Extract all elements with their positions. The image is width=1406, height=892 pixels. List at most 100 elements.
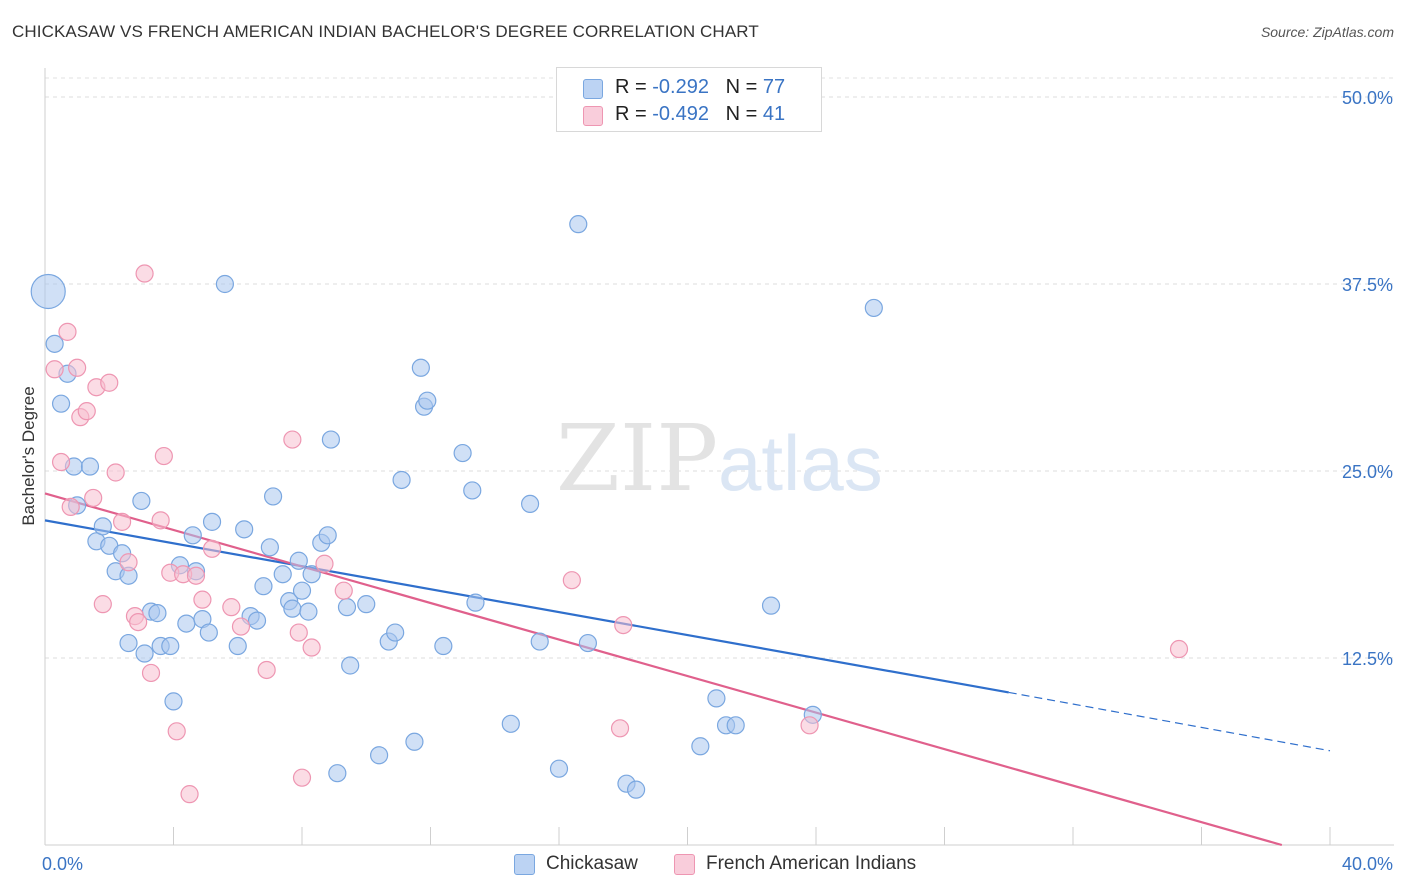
point-chickasaw (302, 565, 321, 584)
point-chickasaw (386, 623, 405, 642)
legend-r-value: -0.492 (652, 103, 709, 125)
legend-r-label: R = (615, 103, 653, 125)
trend-lines (44, 492, 1331, 847)
chart-title: CHICKASAW VS FRENCH AMERICAN INDIAN BACH… (12, 22, 759, 41)
point-chickasaw (864, 298, 883, 318)
point-chickasaw (283, 599, 302, 618)
point-french-american-indians (289, 623, 308, 642)
point-chickasaw (299, 602, 318, 621)
point-french-american-indians (1169, 639, 1189, 659)
series-legend-label: Chickasaw (546, 853, 638, 874)
point-french-american-indians (614, 615, 633, 635)
point-french-american-indians (84, 488, 103, 508)
series-legend-swatch-blue (514, 854, 535, 875)
point-french-american-indians (562, 571, 581, 590)
point-chickasaw (341, 656, 360, 675)
point-french-american-indians (186, 566, 206, 585)
point-chickasaw (411, 358, 430, 377)
legend-n-label: N = (725, 103, 763, 125)
point-french-american-indians (129, 612, 148, 632)
x-tick-label-max: 40.0% (1342, 854, 1393, 874)
point-chickasaw (260, 538, 279, 557)
point-chickasaw (132, 491, 151, 511)
point-chickasaw (418, 391, 437, 410)
point-french-american-indians (141, 663, 161, 683)
point-chickasaw (80, 457, 100, 476)
point-chickasaw (202, 512, 222, 531)
point-chickasaw (370, 746, 389, 765)
point-chickasaw (549, 759, 569, 778)
point-french-american-indians (119, 553, 138, 572)
point-chickasaw (183, 526, 202, 545)
y-tick-label: 25.0% (1342, 462, 1393, 482)
point-chickasaw (726, 716, 745, 735)
point-chickasaw (337, 598, 357, 617)
y-axis-label: Bachelor's Degree (19, 386, 38, 525)
point-french-american-indians (135, 264, 154, 283)
y-tick-label: 12.5% (1342, 649, 1393, 669)
point-chickasaw (707, 689, 726, 708)
point-chickasaw (263, 487, 283, 506)
point-french-american-indians (800, 716, 819, 735)
legend-swatch-pink (583, 106, 603, 126)
point-chickasaw (520, 494, 540, 514)
point-french-american-indians (302, 638, 321, 657)
point-chickasaw (328, 764, 347, 783)
point-french-american-indians (77, 402, 96, 421)
point-chickasaw (273, 565, 292, 584)
point-chickasaw (51, 394, 71, 413)
correlation-legend: R = -0.292 N = 77 R = -0.492 N = 41 (556, 67, 822, 132)
watermark-zip: ZIP (556, 405, 718, 512)
legend-n-value: 41 (762, 103, 786, 125)
point-chickasaw (289, 551, 308, 570)
legend-r-value: -0.292 (652, 76, 709, 98)
point-french-american-indians (51, 452, 71, 472)
point-chickasaw (161, 636, 180, 656)
point-chickasaw (228, 636, 247, 656)
point-french-american-indians (257, 660, 276, 680)
legend-n-label: N = (725, 76, 763, 98)
point-french-american-indians (610, 719, 630, 738)
point-french-american-indians (222, 598, 241, 617)
point-chickasaw (691, 737, 710, 756)
watermark-atlas: atlas (718, 419, 883, 507)
point-chickasaw (626, 780, 646, 799)
point-chickasaw (392, 470, 411, 490)
point-chickasaw (199, 623, 218, 642)
chart-source: Source: ZipAtlas.com (1260, 24, 1394, 40)
point-french-american-indians (151, 511, 170, 530)
point-chickasaw (30, 273, 66, 310)
point-chickasaw (357, 595, 376, 614)
point-french-american-indians (334, 581, 353, 600)
tick-labels: 12.5% 25.0% 37.5% 50.0% 0.0% 40.0% (42, 88, 1393, 874)
point-chickasaw (434, 636, 453, 656)
point-french-american-indians (154, 446, 173, 466)
point-chickasaw (466, 593, 485, 612)
y-tick-label: 50.0% (1342, 88, 1393, 108)
point-chickasaw (761, 596, 781, 615)
point-chickasaw (235, 520, 254, 539)
point-chickasaw (119, 633, 138, 653)
point-french-american-indians (100, 373, 119, 392)
point-french-american-indians (283, 430, 302, 449)
point-french-american-indians (68, 358, 87, 377)
point-chickasaw (453, 443, 472, 463)
series-legend-swatch-pink (674, 854, 695, 875)
point-french-american-indians (292, 768, 312, 787)
trend-line-french-american-indians (44, 492, 1283, 847)
point-french-american-indians (58, 322, 77, 341)
point-chickasaw (254, 577, 273, 596)
point-french-american-indians (61, 497, 80, 517)
point-chickasaw (578, 633, 598, 653)
point-chickasaw (321, 430, 341, 449)
point-french-american-indians (202, 539, 222, 558)
point-french-american-indians (45, 360, 64, 379)
legend-n-value: 77 (762, 76, 786, 98)
point-chickasaw (247, 611, 267, 630)
point-french-american-indians (106, 463, 125, 482)
point-chickasaw (405, 732, 424, 751)
point-french-american-indians (167, 722, 186, 741)
point-chickasaw (318, 526, 337, 545)
point-french-american-indians (315, 554, 334, 573)
